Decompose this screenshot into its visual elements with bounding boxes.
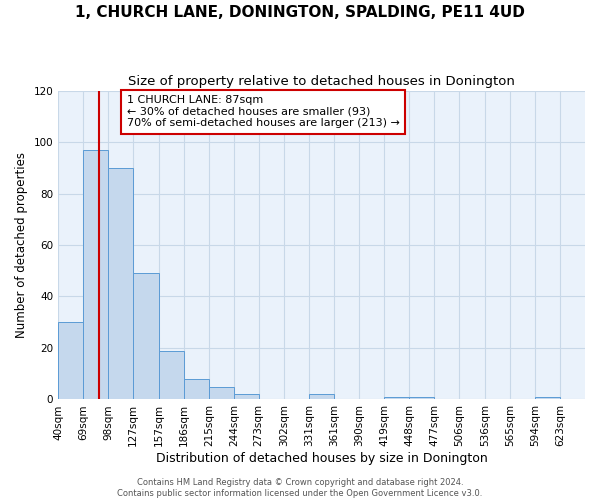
Bar	[159, 350, 184, 400]
X-axis label: Distribution of detached houses by size in Donington: Distribution of detached houses by size …	[156, 452, 487, 465]
Bar	[133, 274, 159, 400]
Bar	[108, 168, 133, 400]
Bar	[209, 386, 234, 400]
Bar	[385, 397, 409, 400]
Y-axis label: Number of detached properties: Number of detached properties	[15, 152, 28, 338]
Bar	[83, 150, 108, 400]
Bar	[308, 394, 334, 400]
Text: 1, CHURCH LANE, DONINGTON, SPALDING, PE11 4UD: 1, CHURCH LANE, DONINGTON, SPALDING, PE1…	[75, 5, 525, 20]
Text: Contains HM Land Registry data © Crown copyright and database right 2024.
Contai: Contains HM Land Registry data © Crown c…	[118, 478, 482, 498]
Bar	[234, 394, 259, 400]
Bar	[184, 379, 209, 400]
Bar	[409, 397, 434, 400]
Title: Size of property relative to detached houses in Donington: Size of property relative to detached ho…	[128, 75, 515, 88]
Bar	[535, 397, 560, 400]
Bar	[58, 322, 83, 400]
Text: 1 CHURCH LANE: 87sqm
← 30% of detached houses are smaller (93)
70% of semi-detac: 1 CHURCH LANE: 87sqm ← 30% of detached h…	[127, 95, 400, 128]
